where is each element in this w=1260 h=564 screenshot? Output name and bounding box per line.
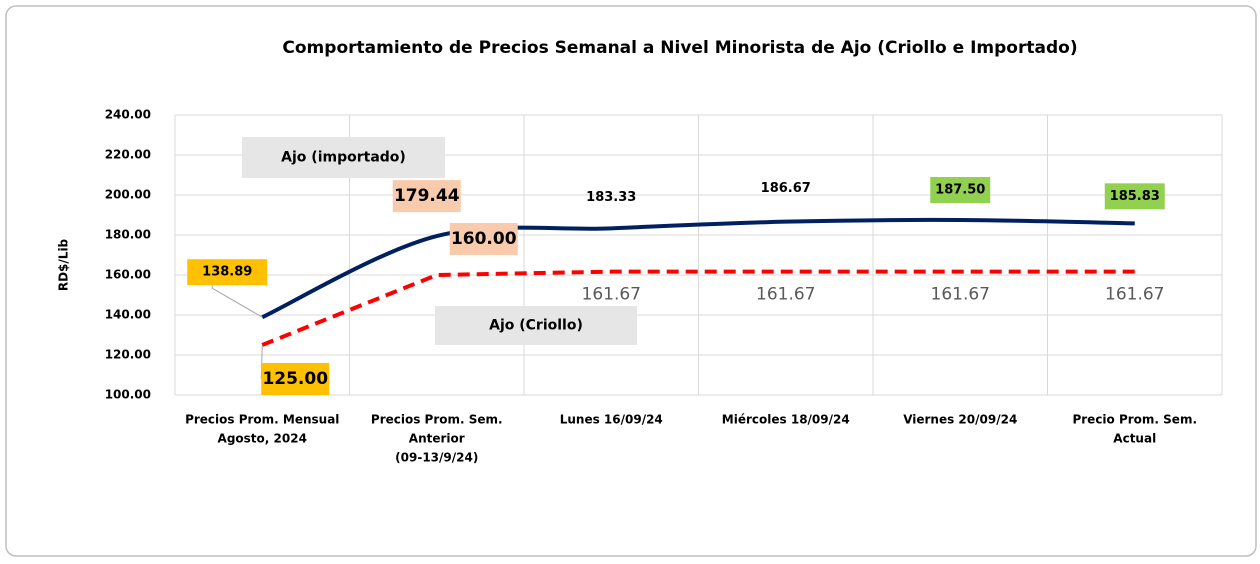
y-axis-title: RD$/Lib [57,238,71,291]
chart-title: Comportamiento de Precios Semanal a Nive… [282,38,1077,58]
y-tick-label: 180.00 [105,228,151,242]
value-label: 183.33 [586,190,636,205]
y-tick-label: 200.00 [105,188,151,202]
leader-line [211,285,263,318]
x-tick-label: (09-13/9/24) [395,451,478,465]
x-tick-label: Precios Prom. Sem. [371,413,503,427]
value-label: 161.67 [756,285,815,305]
value-label: 185.83 [1110,189,1160,204]
value-label: 138.89 [202,265,252,280]
x-tick-label: Precios Prom. Mensual [185,413,339,427]
value-label: 186.67 [761,181,811,196]
x-tick-label: Lunes 16/09/24 [560,413,663,427]
x-tick-label: Viernes 20/09/24 [903,413,1017,427]
series-label: Ajo (importado) [281,150,406,166]
y-tick-label: 100.00 [105,388,151,402]
y-tick-label: 120.00 [105,348,151,362]
y-tick-label: 240.00 [105,108,151,122]
x-tick-label: Anterior [409,432,465,446]
value-label: 179.44 [394,186,460,206]
value-label: 161.67 [1105,285,1164,305]
value-label-box [187,259,268,286]
series-line [261,269,1135,347]
series-label: Ajo (Criollo) [489,318,583,334]
value-label-box [261,363,330,395]
series-line [261,217,1135,320]
value-label-box [1104,183,1165,210]
x-tick-label: Miércoles 18/09/24 [722,413,850,427]
x-tick-label: Agosto, 2024 [218,432,307,446]
value-label: 125.00 [262,369,328,389]
y-tick-label: 160.00 [105,268,151,282]
value-label: 187.50 [935,183,985,198]
x-tick-label: Actual [1113,432,1156,446]
x-tick-label: Precio Prom. Sem. [1072,413,1197,427]
value-label-box [930,177,991,203]
value-label: 160.00 [451,229,517,249]
series-label-box [435,306,637,345]
y-tick-label: 140.00 [105,308,151,322]
y-tick-label: 220.00 [105,148,151,162]
series-label-box [242,137,445,178]
value-label: 161.67 [931,285,990,305]
value-label-box [392,180,461,213]
value-label-box [449,223,518,255]
value-label: 161.67 [582,285,641,305]
